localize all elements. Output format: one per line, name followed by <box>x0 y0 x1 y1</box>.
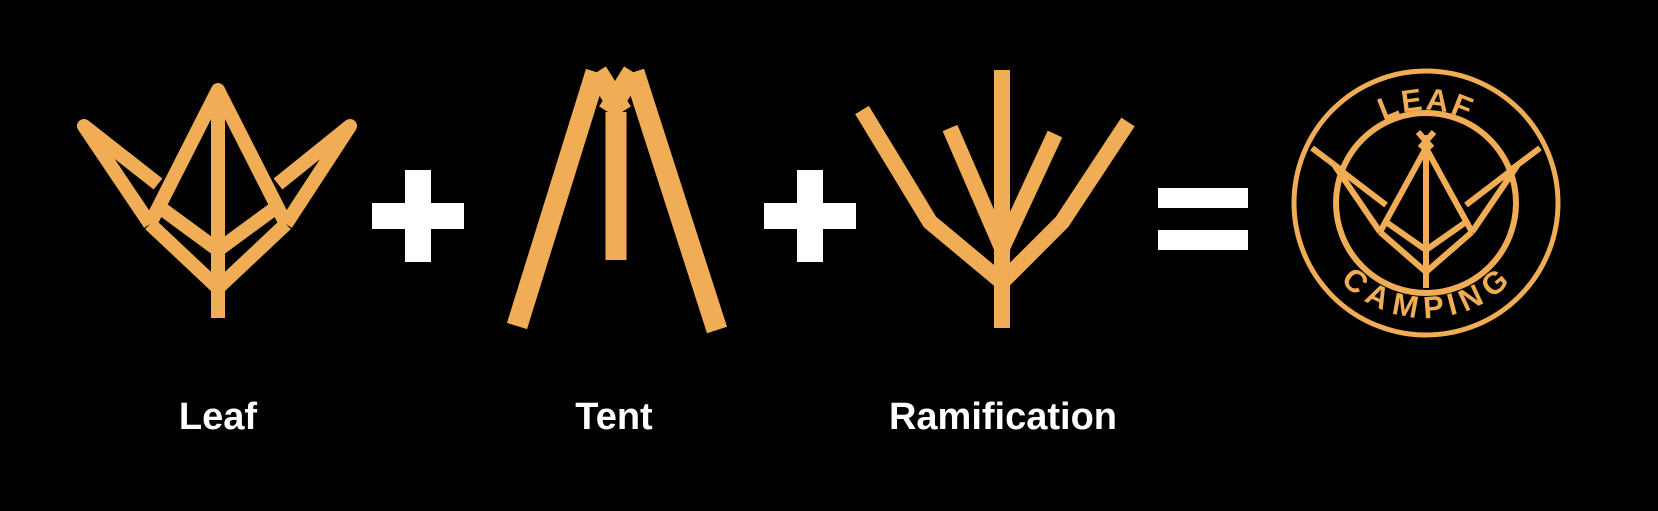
equals-icon <box>1158 188 1248 250</box>
plus-icon <box>372 170 464 262</box>
leaf-camping-logo: LEAF CAMPING <box>1291 68 1561 338</box>
ramification-icon <box>855 70 1135 328</box>
tent-icon <box>506 66 727 334</box>
plus-icon <box>764 170 856 262</box>
tent-label: Tent <box>575 396 653 438</box>
leaf-icon <box>77 83 357 318</box>
ramification-label: Ramification <box>888 396 1118 438</box>
leaf-label: Leaf <box>178 396 258 438</box>
logo-top-text: LEAF <box>1373 81 1480 126</box>
